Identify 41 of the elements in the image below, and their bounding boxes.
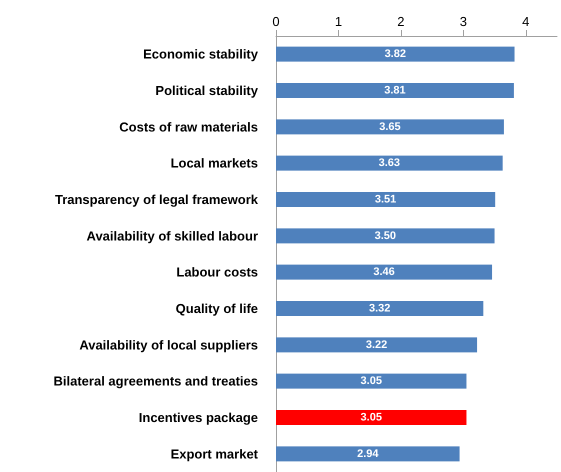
x-tick-label: 0 (272, 14, 280, 29)
y-tick-label: Local markets (170, 156, 258, 171)
data-label: 3.50 (374, 230, 396, 242)
data-label: 3.22 (366, 338, 388, 351)
y-tick-label: Transparency of legal framework (54, 192, 259, 207)
data-label: 3.63 (378, 157, 400, 170)
bar (276, 301, 484, 316)
bar (276, 83, 514, 98)
data-label: 3.82 (384, 48, 406, 60)
bar (276, 374, 466, 389)
bar (276, 410, 466, 425)
data-label: 3.46 (373, 266, 395, 278)
bar (276, 156, 503, 171)
bar (276, 264, 492, 280)
y-tick-label: Labour costs (176, 264, 258, 280)
bar (276, 46, 515, 62)
y-tick-label: Export market (170, 446, 259, 462)
data-label: 3.65 (379, 120, 401, 133)
y-tick-label: Bilateral agreements and treaties (54, 374, 258, 389)
data-label: 3.51 (374, 194, 396, 206)
bar (276, 228, 495, 244)
bar (276, 337, 478, 352)
x-tick-label: 1 (334, 14, 342, 29)
data-label: 3.32 (368, 302, 390, 314)
x-tick-label: 2 (397, 14, 405, 29)
y-tick-label: Availability of skilled labour (86, 228, 258, 244)
x-tick-label: 4 (522, 14, 530, 29)
y-tick-label: Political stability (155, 83, 259, 98)
bar (276, 119, 504, 134)
bar (276, 446, 460, 462)
data-label: 2.94 (357, 448, 380, 460)
y-tick-label: Incentives package (138, 410, 258, 425)
data-label: 3.05 (360, 412, 382, 424)
y-tick-label: Economic stability (143, 46, 259, 62)
y-tick-label: Costs of raw materials (119, 119, 258, 134)
bar (276, 192, 496, 207)
y-tick-label: Availability of local suppliers (79, 337, 258, 352)
y-tick-label: Quality of life (176, 301, 258, 316)
data-label: 3.05 (360, 375, 382, 388)
data-label: 3.81 (384, 84, 406, 96)
x-tick-label: 3 (460, 14, 467, 29)
